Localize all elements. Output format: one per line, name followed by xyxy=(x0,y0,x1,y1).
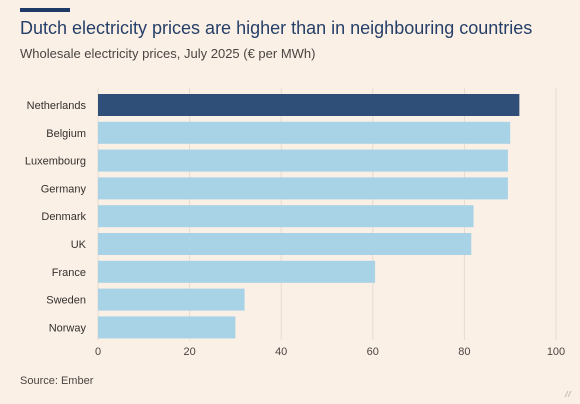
x-tick-label: 60 xyxy=(367,346,379,358)
ft-logo-icon xyxy=(564,390,572,398)
category-label: UK xyxy=(71,239,87,251)
bar-uk xyxy=(98,233,472,255)
category-label: Germany xyxy=(41,183,87,195)
category-label: Luxembourg xyxy=(25,156,86,168)
category-label: Norway xyxy=(49,322,87,334)
chart-subtitle: Wholesale electricity prices, July 2025 … xyxy=(20,46,316,61)
category-label: France xyxy=(52,267,86,279)
category-labels: Netherlands Belgium Luxembourg Germany Denma… xyxy=(25,100,87,334)
bar-netherlands xyxy=(98,94,520,116)
x-axis-tick-labels: 0 20 40 60 80 100 xyxy=(95,346,565,358)
x-tick-label: 80 xyxy=(458,346,470,358)
x-tick-label: 40 xyxy=(275,346,287,358)
bar-norway xyxy=(98,316,236,339)
accent-rule xyxy=(20,8,70,12)
bar-france xyxy=(98,260,376,283)
bar-denmark xyxy=(98,205,474,228)
category-label: Belgium xyxy=(46,128,86,140)
x-tick-label: 20 xyxy=(183,346,195,358)
chart-title: Dutch electricity prices are higher than… xyxy=(20,18,533,38)
bar-luxembourg xyxy=(98,149,508,172)
x-tick-label: 0 xyxy=(95,346,101,358)
x-tick-label: 100 xyxy=(547,346,565,358)
bar-germany xyxy=(98,177,508,200)
category-label: Sweden xyxy=(46,295,86,307)
bar-sweden xyxy=(98,288,245,311)
bar-belgium xyxy=(98,121,511,144)
bars xyxy=(98,94,520,339)
category-label: Denmark xyxy=(41,211,86,223)
source-note: Source: Ember xyxy=(20,375,94,387)
category-label: Netherlands xyxy=(27,100,87,112)
